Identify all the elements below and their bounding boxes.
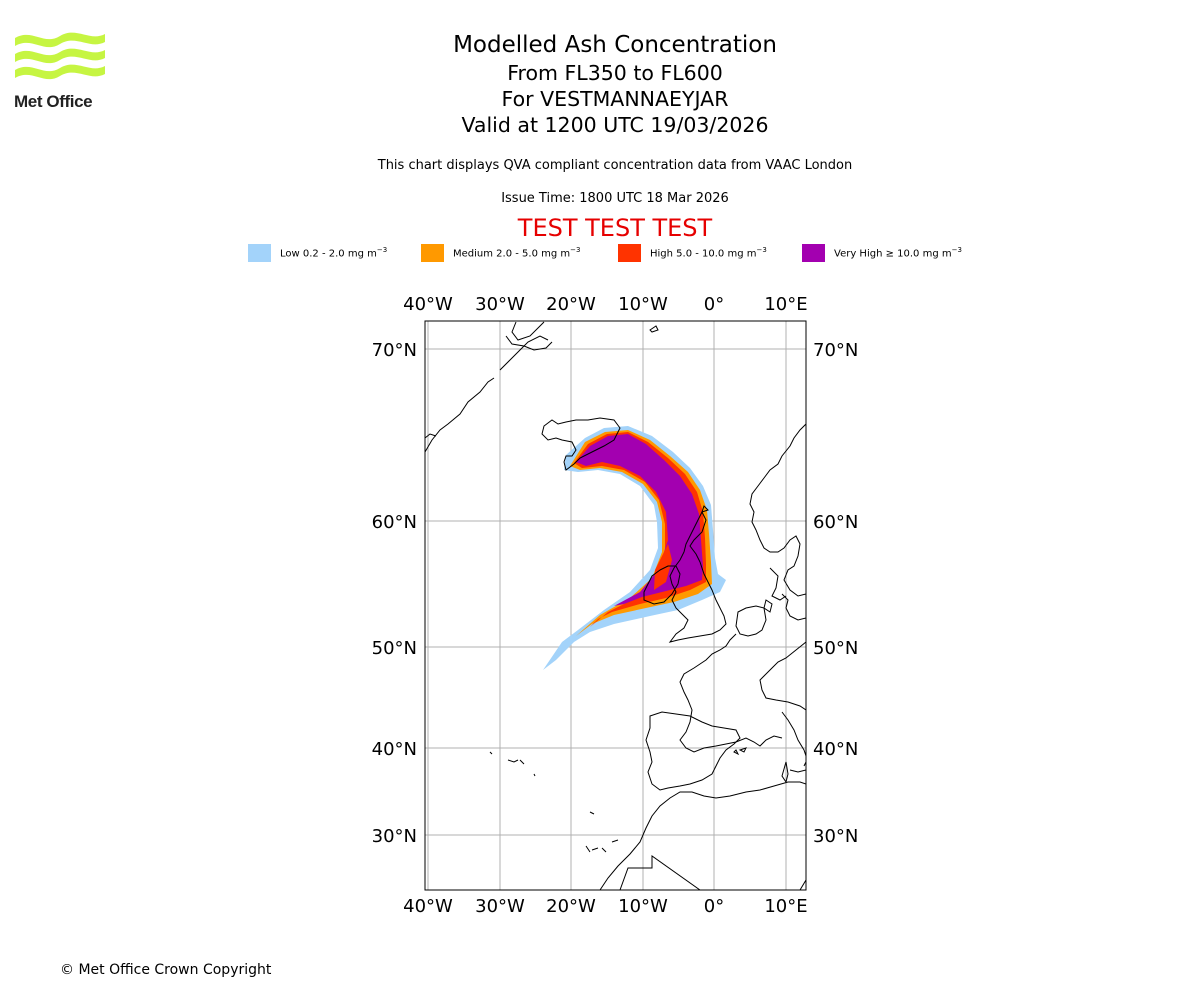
lon-label-bottom: 20°W (546, 896, 596, 917)
legend-label-very-high: Very High ≥ 10.0 mg m (834, 248, 952, 260)
legend-swatch-high (618, 244, 641, 262)
lon-label-top: 10°E (764, 294, 807, 315)
legend-label-low: Low 0.2 - 2.0 mg m (280, 248, 377, 260)
chart-titles: Modelled Ash Concentration From FL350 to… (315, 30, 915, 138)
axis-labels: 40°W 30°W 20°W 10°W 0° 10°E 40°W 30°W 20… (372, 294, 859, 917)
lon-label-top: 40°W (403, 294, 453, 315)
valid-time-title: Valid at 1200 UTC 19/03/2026 (461, 113, 769, 137)
lon-label-top: 10°W (618, 294, 668, 315)
coastlines (425, 321, 806, 890)
lon-label-bottom: 30°W (475, 896, 525, 917)
lon-label-bottom: 10°W (618, 896, 668, 917)
flight-level-title: From FL350 to FL600 (507, 61, 723, 85)
volcano-title: For VESTMANNAEYJAR (501, 87, 729, 111)
lat-label-left: 60°N (372, 512, 417, 533)
lon-label-bottom: 40°W (403, 896, 453, 917)
issue-time: Issue Time: 1800 UTC 18 Mar 2026 (501, 191, 729, 206)
lat-label-right: 70°N (813, 340, 858, 361)
map-area (425, 321, 806, 890)
legend-swatch-medium (421, 244, 444, 262)
legend-label-medium: Medium 2.0 - 5.0 mg m (453, 248, 571, 260)
legend-swatch-low (248, 244, 271, 262)
lon-label-bottom: 10°E (764, 896, 807, 917)
logo-text: Met Office (14, 92, 93, 111)
met-office-waves-icon (15, 32, 105, 80)
lat-label-left: 50°N (372, 638, 417, 659)
lat-label-right: 40°N (813, 739, 858, 760)
test-banner: TEST TEST TEST (517, 214, 713, 242)
lon-label-top: 30°W (475, 294, 525, 315)
legend: Low 0.2 - 2.0 mg m−3 Medium 2.0 - 5.0 mg… (0, 243, 1200, 265)
lat-label-right: 30°N (813, 826, 858, 847)
lon-label-top: 0° (704, 294, 724, 315)
chart-subtitle: This chart displays QVA compliant concen… (377, 158, 853, 173)
main-title: Modelled Ash Concentration (453, 32, 777, 58)
legend-swatch-very-high (802, 244, 825, 262)
lat-label-left: 70°N (372, 340, 417, 361)
lat-label-right: 50°N (813, 638, 858, 659)
copyright: © Met Office Crown Copyright (60, 962, 272, 978)
lat-label-left: 30°N (372, 826, 417, 847)
met-office-logo: Met Office (14, 30, 110, 112)
lat-label-left: 40°N (372, 739, 417, 760)
legend-label-high: High 5.0 - 10.0 mg m (650, 248, 757, 260)
ash-plume (543, 426, 726, 670)
lon-label-top: 20°W (546, 294, 596, 315)
map-frame (424, 320, 807, 891)
lon-label-bottom: 0° (704, 896, 724, 917)
lat-label-right: 60°N (813, 512, 858, 533)
ash-plume-very-high (576, 434, 703, 606)
